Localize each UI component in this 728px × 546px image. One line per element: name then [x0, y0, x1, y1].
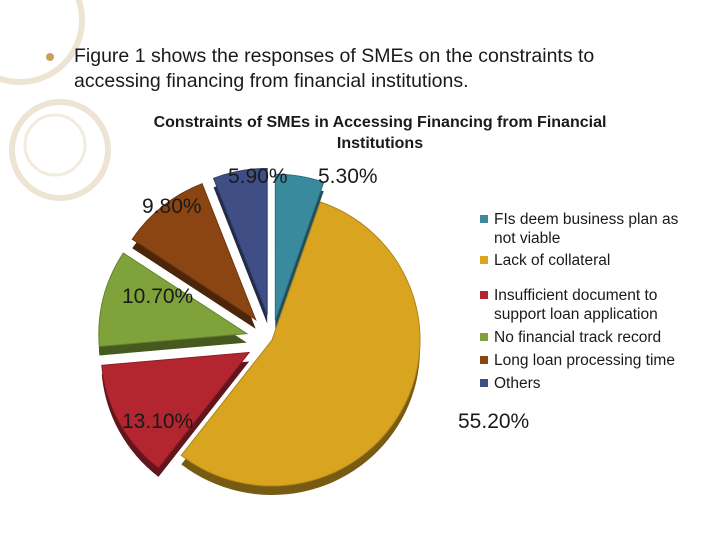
legend-item-others: Others: [480, 374, 690, 393]
legend-item-insufficient-document: Insufficient document to support loan ap…: [480, 286, 690, 324]
pie-slice-others: [212, 167, 268, 315]
legend-label: Lack of collateral: [494, 252, 611, 269]
legend-label: Others: [494, 375, 541, 392]
legend-swatch: [480, 291, 488, 299]
legend-label: No financial track record: [494, 329, 662, 346]
legend-label: FIs deem business plan as not viable: [494, 211, 679, 247]
data-label-no-track-record: 10.70%: [122, 285, 193, 308]
legend-swatch: [480, 333, 488, 341]
legend-swatch: [480, 379, 488, 387]
pie-slice-insufficient-document: [101, 351, 251, 469]
data-label-lack-of-collateral: 55.20%: [458, 410, 529, 433]
legend-swatch: [480, 256, 488, 264]
chart-title: Constraints of SMEs in Accessing Financi…: [153, 114, 607, 152]
pie-slice-long-processing: [131, 183, 257, 322]
legend-item-no-track-record: No financial track record: [480, 328, 690, 347]
bullet-point: Figure 1 shows the responses of SMEs on …: [46, 44, 686, 94]
pie-slice-fis-not-viable: [274, 173, 325, 321]
pie-slice-lack-of-collateral: [180, 201, 421, 487]
legend-item-long-processing: Long loan processing time: [480, 351, 690, 370]
data-label-insufficient-document: 13.10%: [122, 410, 193, 433]
legend-label: Insufficient document to support loan ap…: [494, 287, 658, 323]
legend-item-lack-of-collateral: Lack of collateral: [480, 251, 690, 270]
legend-item-fis-not-viable: FIs deem business plan as not viable: [480, 210, 690, 248]
pie-slice-no-track-record: [98, 252, 249, 347]
legend-label: Long loan processing time: [494, 352, 675, 369]
chart-legend: FIs deem business plan as not viable Lack…: [480, 210, 690, 393]
data-label-long-processing: 9.80%: [142, 195, 202, 218]
legend-swatch: [480, 356, 488, 364]
bullet-text: Figure 1 shows the responses of SMEs on …: [74, 45, 595, 92]
data-label-others: 5.90%: [228, 165, 288, 188]
legend-swatch: [480, 215, 488, 223]
data-label-fis-not-viable: 5.30%: [318, 165, 378, 188]
bullet-icon: [46, 53, 54, 61]
